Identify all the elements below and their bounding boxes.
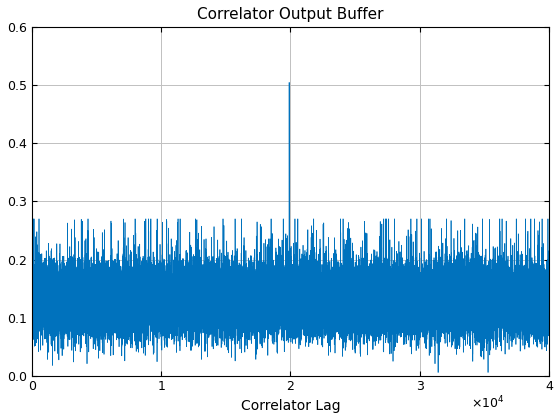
X-axis label: Correlator Lag: Correlator Lag — [241, 399, 340, 413]
Title: Correlator Output Buffer: Correlator Output Buffer — [197, 7, 384, 22]
Text: $\times10^{4}$: $\times10^{4}$ — [470, 395, 504, 412]
